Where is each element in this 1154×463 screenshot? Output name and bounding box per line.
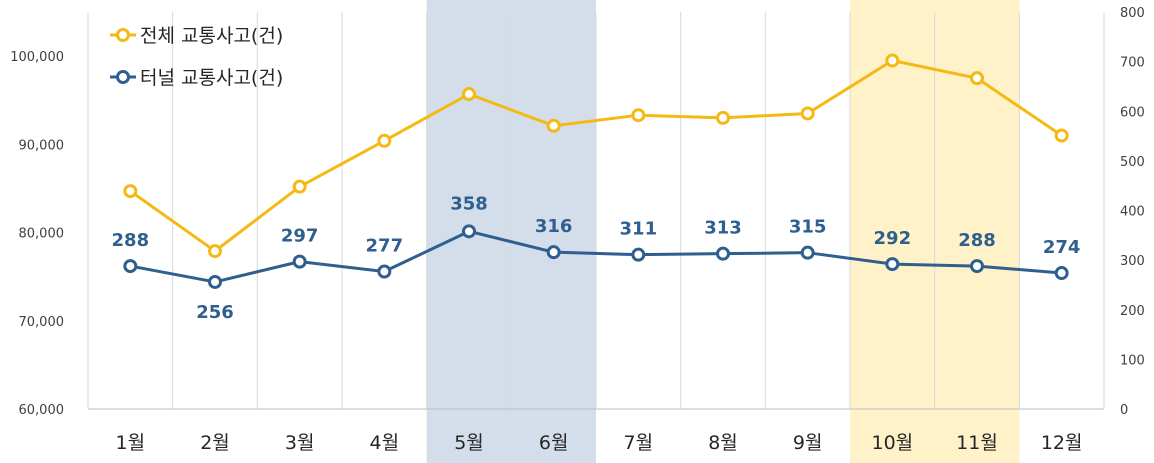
- data-point-series-1: [800, 106, 815, 121]
- data-point-series-1: [377, 133, 392, 148]
- legend: 전체 교통사고(건) 터널 교통사고(건): [110, 25, 283, 89]
- data-point-series-2: [631, 247, 646, 262]
- x-tick-label: 5월: [454, 432, 484, 454]
- data-point-series-2: [885, 257, 900, 272]
- x-tick-label: 4월: [370, 432, 400, 454]
- data-point-series-1: [546, 118, 561, 133]
- data-label: 358: [450, 193, 488, 214]
- series-points: [123, 53, 1069, 289]
- data-point-series-2: [292, 254, 307, 269]
- x-tick-label: 10월: [871, 432, 913, 454]
- x-tick-label: 2월: [200, 432, 230, 454]
- x-tick-label: 6월: [539, 432, 569, 454]
- data-point-series-2: [208, 274, 222, 289]
- grid-lines: [87, 12, 1105, 409]
- legend-marker: [116, 70, 130, 84]
- x-tick-label: 9월: [793, 432, 823, 454]
- data-label: 274: [1043, 237, 1081, 258]
- y-right-tick-label: 500: [1120, 155, 1145, 170]
- axes: 60,000 70,000 80,000 90,000 100,000 0 100 200 30…: [10, 6, 1145, 454]
- data-label: 315: [789, 217, 827, 238]
- data-point-series-1: [123, 184, 138, 199]
- data-point-series-2: [1054, 266, 1069, 281]
- x-tick-label: 12월: [1041, 432, 1083, 454]
- data-point-series-1: [292, 179, 307, 194]
- data-label: 313: [704, 218, 742, 239]
- data-point-series-2: [716, 246, 730, 261]
- y-right-tick-label: 800: [1120, 6, 1145, 21]
- series-line-2: [130, 229, 1062, 284]
- data-point-series-2: [546, 245, 561, 260]
- series-line-1: [129, 59, 1063, 253]
- y-right-tick-label: 600: [1120, 105, 1145, 120]
- data-point-series-1: [462, 87, 476, 102]
- data-point-series-2: [462, 224, 476, 239]
- y-left-tick-label: 60,000: [19, 403, 65, 418]
- data-point-series-1: [970, 71, 984, 86]
- data-label: 288: [112, 230, 150, 251]
- data-point-series-2: [377, 264, 392, 279]
- legend-label: 전체 교통사고(건): [140, 25, 283, 47]
- y-right-tick-label: 100: [1120, 353, 1145, 368]
- data-label: 311: [620, 219, 658, 240]
- x-tick-label: 1월: [116, 432, 146, 454]
- data-point-series-1: [631, 108, 646, 123]
- x-tick-label: 11월: [956, 432, 998, 454]
- y-right-tick-label: 400: [1120, 205, 1145, 220]
- x-tick-label: 7월: [624, 432, 654, 454]
- data-label: 297: [281, 226, 319, 247]
- y-left-tick-label: 70,000: [19, 315, 65, 330]
- y-right-tick-label: 700: [1120, 56, 1145, 71]
- data-point-series-1: [208, 244, 222, 259]
- series-lines: [129, 59, 1063, 284]
- data-point-series-1: [716, 110, 730, 125]
- legend-marker: [116, 28, 130, 42]
- y-left-tick-label: 80,000: [19, 227, 65, 242]
- data-label: 256: [196, 302, 234, 323]
- y-left-tick-label: 90,000: [19, 138, 65, 153]
- data-point-series-2: [123, 259, 138, 274]
- y-left-tick-label: 100,000: [10, 50, 64, 65]
- data-label: 316: [535, 216, 573, 237]
- legend-label: 터널 교통사고(건): [140, 67, 283, 89]
- data-point-series-2: [970, 259, 984, 274]
- y-right-tick-label: 200: [1120, 304, 1145, 319]
- data-label: 277: [366, 236, 404, 257]
- y-right-tick-label: 0: [1120, 403, 1128, 418]
- data-label: 292: [874, 228, 912, 249]
- data-point-series-1: [1054, 128, 1069, 143]
- data-label: 288: [958, 230, 996, 251]
- y-right-tick-label: 300: [1120, 254, 1145, 269]
- data-labels: 288 256 297 277 358 316 311 313 315 292 288 274: [112, 193, 1081, 323]
- x-tick-label: 8월: [708, 432, 738, 454]
- x-tick-label: 3월: [285, 432, 315, 454]
- data-point-series-2: [800, 245, 815, 260]
- data-point-series-1: [885, 53, 900, 68]
